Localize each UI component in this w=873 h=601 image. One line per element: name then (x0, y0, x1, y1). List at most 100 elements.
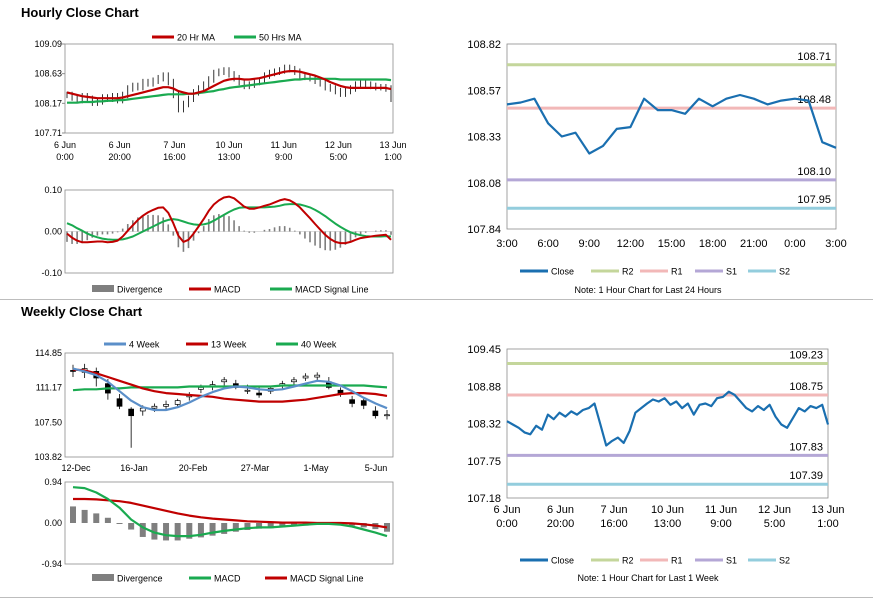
weekly-price-ytick: 111.17 (36, 383, 62, 393)
weekly-divergence-bar (163, 523, 170, 541)
hourly-24h-legend-r1-label: R1 (671, 267, 683, 277)
hourly-24h-level-label: 108.71 (797, 51, 831, 63)
hourly-price-xtick: 7 Jun (163, 140, 185, 150)
hourly-legend-divergence-swatch (92, 285, 114, 292)
weekly-candle-body (163, 404, 169, 407)
weekly-divergence-bar (81, 509, 88, 523)
hourly-price-xtick: 20:00 (108, 152, 131, 162)
weekly-signal-line (73, 497, 388, 529)
hourly-24h-close-line (506, 93, 837, 155)
hourly-24h-xtick: 21:00 (740, 238, 768, 250)
weekly-divergence-bar (139, 523, 146, 537)
hourly-24h-legend-r2-label: R2 (622, 267, 634, 277)
hourly-price-xtick: 13 Jun (379, 140, 406, 150)
weekly-1w-xtick: 13 Jun (811, 504, 844, 516)
weekly-price-xtick: 1-May (303, 463, 329, 473)
hourly-legend-ma20-label: 20 Hr MA (177, 33, 215, 43)
weekly-divergence-bar (256, 523, 263, 529)
weekly-candle-body (128, 408, 134, 417)
hourly-price-xtick: 6 Jun (54, 140, 76, 150)
weekly-candle-body (360, 400, 367, 406)
weekly-1w-xtick: 6 Jun (547, 504, 574, 516)
weekly-divergence-bar (267, 523, 274, 529)
hourly-24h-level-label: 108.48 (797, 94, 831, 106)
weekly-legend-divergence-swatch (92, 574, 114, 581)
weekly-ma13-line (72, 368, 388, 403)
hourly-price-ytick: 108.63 (34, 69, 62, 79)
weekly-candle-body (291, 379, 297, 383)
weekly-1w-level-label: 108.75 (789, 381, 823, 393)
hourly-24h-xtick: 12:00 (617, 238, 645, 250)
hourly-24h-xtick: 3:00 (825, 238, 846, 250)
weekly-price-xtick: 27-Mar (241, 463, 270, 473)
hourly-price-ytick: 109.09 (34, 39, 62, 49)
hourly-24h-level-label: 108.10 (797, 166, 831, 178)
weekly-candle-body (221, 379, 228, 383)
weekly-divergence-bar (70, 506, 76, 523)
hourly-24h-note: Note: 1 Hour Chart for Last 24 Hours (574, 285, 722, 295)
hourly-24h-frame (506, 43, 837, 230)
weekly-candle-body (244, 389, 251, 392)
weekly-candle-body (372, 410, 379, 417)
weekly-1w-xtick: 13:00 (654, 518, 682, 530)
weekly-macd-line (72, 486, 388, 538)
weekly-1w-ytick: 107.75 (467, 456, 501, 468)
weekly-candle-body (302, 375, 309, 379)
hourly-legend-macd-label: MACD (214, 285, 241, 295)
weekly-1w-xtick: 20:00 (547, 518, 575, 530)
weekly-divergence-bar (232, 523, 239, 532)
bottom-divider (0, 597, 873, 598)
hourly-24h-ytick: 108.33 (467, 132, 501, 144)
weekly-1w-ytick: 109.45 (467, 344, 501, 356)
hourly-24h-xtick: 3:00 (496, 238, 517, 250)
hourly-price-xtick: 0:00 (56, 152, 74, 162)
hourly-24h-xtick: 9:00 (579, 238, 600, 250)
weekly-1w-ytick: 108.32 (467, 419, 501, 431)
hourly-price-xtick: 12 Jun (325, 140, 352, 150)
weekly-divergence-bar (186, 523, 193, 539)
weekly-1w-level-label: 109.23 (789, 349, 823, 361)
hourly-24h-xtick: 18:00 (699, 238, 727, 250)
weekly-candle-body (256, 392, 262, 396)
hourly-macd-ytick: -0.10 (41, 268, 62, 278)
hourly-price-xtick: 9:00 (275, 152, 293, 162)
weekly-divergence-bar (209, 523, 216, 536)
weekly-candle-body (349, 399, 355, 404)
hourly-macd-ytick: 0.00 (44, 227, 62, 237)
weekly-1w-level-label: 107.39 (789, 470, 823, 482)
weekly-legend-macd-label: MACD (214, 574, 241, 584)
hourly-24h-legend-close-label: Close (551, 267, 574, 277)
weekly-legend-divergence-label: Divergence (117, 574, 163, 584)
weekly-macd-ytick: 0.00 (44, 518, 62, 528)
hourly-24h-ytick: 108.08 (467, 178, 501, 190)
weekly-legend-13w-label: 13 Week (211, 340, 247, 350)
weekly-1w-level-label: 107.83 (789, 441, 823, 453)
weekly-macd-ytick: -0.94 (41, 559, 62, 569)
weekly-divergence-bar (116, 523, 123, 524)
hourly-24h-ytick: 108.57 (467, 85, 501, 97)
weekly-1w-close-line (506, 390, 830, 447)
weekly-candle-body (174, 400, 181, 405)
weekly-1w-xtick: 9:00 (710, 518, 731, 530)
section-divider (0, 299, 873, 300)
weekly-legend-40w-label: 40 Week (301, 340, 337, 350)
hourly-price-xtick: 1:00 (384, 152, 402, 162)
weekly-price-ytick: 114.85 (35, 348, 62, 358)
hourly-24h-legend-s1-label: S1 (726, 267, 737, 277)
weekly-price-ytick: 107.50 (34, 417, 62, 427)
weekly-1w-xtick: 6 Jun (494, 504, 521, 516)
weekly-price-xtick: 5-Jun (365, 463, 388, 473)
hourly-24h-ytick: 108.82 (467, 39, 501, 51)
hourly-24h-legend-s2-label: S2 (779, 267, 790, 277)
weekly-divergence-bar (151, 523, 158, 540)
weekly-price-ytick: 103.82 (34, 452, 62, 462)
hourly-price-xtick: 5:00 (330, 152, 348, 162)
weekly-divergence-bar (197, 523, 204, 538)
hourly-legend-signal-label: MACD Signal Line (295, 285, 369, 295)
hourly-price-xtick: 11 Jun (270, 140, 296, 150)
weekly-divergence-bar (279, 523, 286, 528)
weekly-1w-xtick: 12 Jun (758, 504, 791, 516)
weekly-candle-body (384, 414, 390, 417)
weekly-1w-xtick: 1:00 (817, 518, 838, 530)
